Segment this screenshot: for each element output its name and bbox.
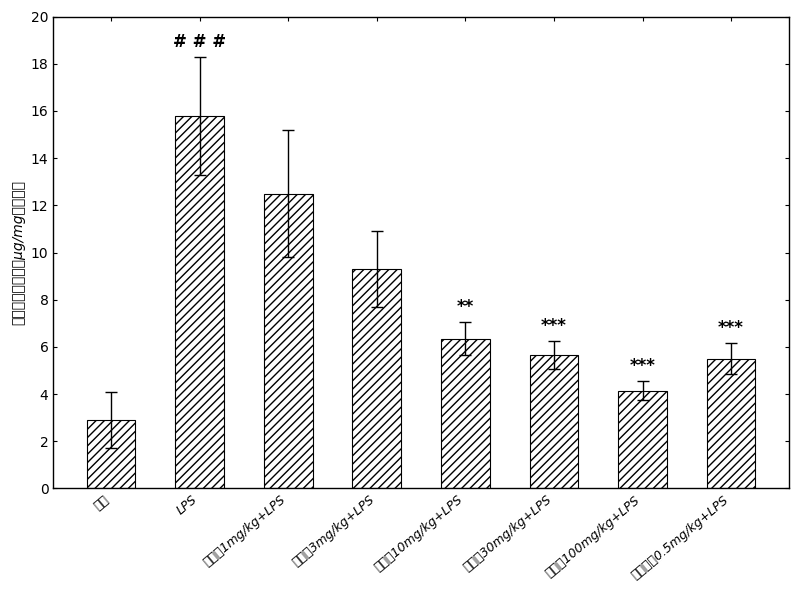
Text: ***: *** xyxy=(541,317,567,335)
Bar xyxy=(175,116,224,489)
Y-axis label: 伊文思蓝渗出量（μg/mg肺湿重）: 伊文思蓝渗出量（μg/mg肺湿重） xyxy=(11,180,25,325)
Bar xyxy=(86,420,135,489)
Text: **: ** xyxy=(457,298,474,316)
Text: # # #: # # # xyxy=(173,33,226,51)
Bar xyxy=(530,355,578,489)
Bar xyxy=(618,391,667,489)
Bar xyxy=(264,193,313,489)
Text: ***: *** xyxy=(718,320,744,337)
Bar xyxy=(706,359,755,489)
Bar xyxy=(441,339,490,489)
Bar xyxy=(353,269,401,489)
Text: ***: *** xyxy=(630,357,655,375)
